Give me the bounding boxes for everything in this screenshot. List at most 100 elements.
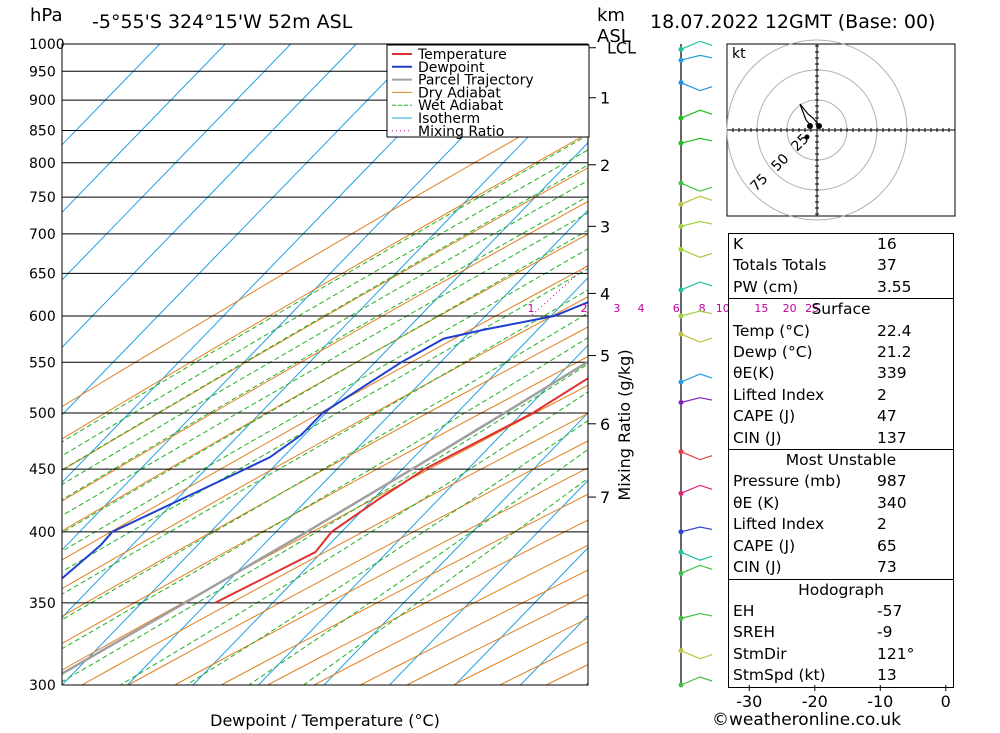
surface-row: θE(K) 339 [729,363,954,384]
hodograph-row: EH -57 [729,601,954,622]
most-unstable-section-header: Most Unstable [728,449,954,472]
wind-barb [680,451,713,461]
pressure-tick-label: 950 [29,64,56,80]
hodograph-row: StmSpd (kt) 13 [729,665,954,687]
plot-frame [61,43,589,686]
index-label: θE(K) [733,364,775,383]
km-tick-label: 4 [600,284,610,303]
wet-adiabat-line [62,229,588,534]
hodograph-section-header: Hodograph [728,578,954,601]
units-asl-label: ASL [597,26,631,47]
wind-barb [680,526,713,533]
wet-adiabat-line [303,477,588,685]
location-title: -5°55'S 324°15'W 52m ASL [92,11,353,33]
x-tick-label: -20 [802,692,828,711]
index-value: 65 [877,536,897,555]
isotherm-line [62,44,357,349]
wind-barb [680,281,713,291]
pressure-tick-label: 650 [29,266,56,282]
pressure-tick-label: 750 [29,190,56,206]
profiles [62,301,588,676]
index-label: StmDir [733,644,787,663]
legend-entry: Temperature [417,47,507,63]
wind-barb [680,54,713,61]
legend-entry: Parcel Trajectory [418,73,534,89]
dry-adiabat-line [62,326,588,617]
legend-entry: Mixing Ratio [418,124,504,140]
wind-barb [680,564,713,574]
mixing-ratio-label: 4 [637,302,644,315]
wind-barb [680,40,713,50]
hodograph-trace [799,103,819,128]
index-value: 73 [877,558,897,577]
index-label: Temp (°C) [733,321,810,340]
index-value: 47 [877,407,897,426]
wind-barb [680,676,713,686]
isotherm-line [192,277,588,685]
most-unstable-row: Pressure (mb) 987 [729,471,954,492]
pressure-tick-label: 900 [29,93,56,109]
index-value: 3.55 [877,277,912,296]
surface-row: Lifted Index 2 [729,385,954,406]
dry-adiabat-line [128,440,588,685]
index-label: Dewp (°C) [733,343,813,362]
wet-adiabat-line [186,419,588,685]
pressure-tick-label: 850 [29,124,56,140]
surface-row: CIN (J) 137 [729,428,954,450]
index-label: Pressure (mb) [733,472,842,491]
wet-adiabat-line [62,134,588,443]
most-unstable-row: θE (K) 340 [729,493,954,514]
most-unstable-row: CAPE (J) 65 [729,536,954,557]
hodograph-point [807,123,813,129]
dry-adiabat-line [62,132,588,440]
isotherm-line [454,547,588,685]
km-tick-label: 2 [600,156,610,175]
mixing-ratio-label: 3 [613,302,620,315]
km-tick-label: 3 [600,217,610,236]
index-label: PW (cm) [733,277,799,296]
temperature-line [214,377,588,604]
index-value: 339 [877,364,907,383]
wet-adiabat-line [62,289,588,595]
x-tick-label: 0 [941,692,951,711]
mixing-ratio-axis-label: Mixing Ratio (g/kg) [615,349,634,500]
legend-entry: Wet Adiabat [418,98,504,114]
wind-barb [680,333,713,343]
km-tick-label: 6 [600,415,610,434]
storm-motion-point [804,134,810,140]
parcel-trajectory-line [62,360,588,676]
legend-entry: Isotherm [418,111,480,127]
index-label: CIN (J) [733,428,782,447]
most-unstable-row: Lifted Index 2 [729,514,954,535]
hodograph-row: SREH -9 [729,622,954,643]
index-value: 137 [877,428,907,447]
hodograph-point [816,123,822,129]
pressure-tick-label: 550 [29,355,56,371]
pressure-tick-label: 700 [29,227,56,243]
axes: 12346810152025-30-20-10010203040Dewpoint… [210,39,951,730]
most-unstable-row: CIN (J) 73 [729,557,954,579]
isotherm-line [62,74,588,619]
index-value: 121° [877,644,915,663]
isotherm-line [62,44,161,146]
pressure-tick-label: 500 [29,406,56,422]
index-label: SREH [733,623,776,642]
index-label: CIN (J) [733,558,782,577]
index-row: K 16 [729,234,954,256]
wind-barb [680,220,713,227]
pressure-tick-label: 450 [29,462,56,478]
lcl-label: LCL [607,39,636,58]
pressure-tick-label: 600 [29,309,56,325]
index-label: CAPE (J) [733,536,796,555]
wind-barb [680,248,713,258]
isotherm-line [62,44,292,281]
section-title: Surface [728,298,954,321]
legend-box [386,44,590,138]
wet-adiabat-line [62,195,588,501]
index-value: 37 [877,256,897,275]
pressure-tick-label: 300 [29,678,56,694]
mixing-ratio-label: 8 [699,302,706,315]
wind-barb [680,137,713,144]
